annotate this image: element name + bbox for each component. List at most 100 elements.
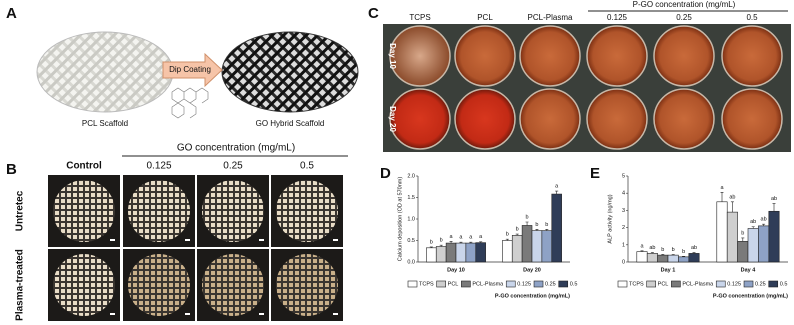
- significance-letter: ab: [729, 194, 735, 200]
- significance-letter: b: [741, 230, 744, 236]
- y-tick-label: 1.5: [407, 195, 415, 201]
- well-photo: [519, 25, 581, 87]
- x-tick-label: Day 10: [447, 267, 465, 273]
- column-label: 0.125: [607, 13, 628, 22]
- significance-letter: b: [661, 247, 664, 253]
- error-bar: [741, 237, 745, 242]
- scaffold-photo: [128, 180, 190, 242]
- well-photo: [519, 88, 581, 150]
- well-photo: [586, 25, 648, 87]
- error-bar: [449, 241, 453, 244]
- y-tick-label: 5: [622, 173, 625, 179]
- significance-letter: b: [526, 214, 529, 220]
- well-photo: [721, 88, 783, 150]
- significance-letter: b: [535, 222, 538, 228]
- legend-label: TCPS: [629, 281, 644, 287]
- column-label: 0.5: [300, 161, 314, 172]
- panel-label: C: [368, 5, 379, 22]
- error-bar: [525, 221, 529, 226]
- column-label: 0.25: [223, 161, 243, 172]
- go-scaffold-image: [221, 31, 359, 113]
- bar: [475, 242, 486, 263]
- scale-bar: [333, 239, 338, 241]
- bar: [465, 242, 477, 263]
- bar: [551, 193, 562, 263]
- row-label: Day 10: [388, 43, 397, 69]
- significance-letter: a: [450, 234, 454, 240]
- error-bar: [720, 192, 724, 202]
- scale-bar: [185, 313, 190, 315]
- error-bar: [730, 201, 734, 213]
- bar: [716, 201, 728, 263]
- scaffold-photo: [128, 254, 190, 316]
- caption: GO Hybrid Scaffold: [256, 119, 325, 128]
- significance-letter: a: [459, 235, 463, 241]
- bar: [531, 230, 543, 263]
- bar: [646, 253, 658, 263]
- significance-letter: b: [545, 222, 548, 228]
- significance-letter: a: [555, 184, 559, 190]
- legend-swatch: [671, 280, 681, 288]
- scale-bar: [259, 313, 264, 315]
- y-tick-label: 2: [622, 225, 625, 231]
- legend-label: 0.25: [755, 281, 766, 287]
- significance-letter: b: [506, 232, 509, 238]
- error-bar: [469, 241, 473, 244]
- bar: [541, 230, 553, 263]
- well-photo: [586, 88, 648, 150]
- significance-letter: b: [682, 249, 685, 255]
- well-photo: [653, 88, 715, 150]
- significance-letter: b: [516, 227, 519, 233]
- bar: [737, 241, 749, 263]
- significance-letter: b: [672, 247, 675, 253]
- bar: [688, 253, 700, 263]
- error-bar: [762, 223, 766, 226]
- well-photo: [454, 88, 516, 150]
- well-photo: [389, 88, 451, 150]
- scaffold-photo: [202, 180, 264, 242]
- scale-bar: [110, 239, 115, 241]
- y-axis-label: Calcium deposition (OD at 570nm): [397, 177, 403, 262]
- column-label: PCL-Plasma: [528, 13, 573, 22]
- significance-letter: a: [479, 234, 483, 240]
- legend-label: 0.25: [545, 281, 556, 287]
- error-bar: [751, 226, 755, 229]
- scale-bar: [185, 239, 190, 241]
- y-tick-label: 2.0: [407, 173, 415, 179]
- legend-swatch: [743, 280, 754, 288]
- pcl-scaffold-image: [36, 31, 174, 113]
- error-bar: [555, 190, 559, 195]
- y-tick-label: 1: [622, 242, 625, 248]
- significance-letter: ab: [649, 245, 655, 251]
- bar: [521, 225, 533, 263]
- scaffold-photo: [276, 254, 338, 316]
- error-bar: [439, 244, 443, 247]
- caption: PCL Scaffold: [82, 119, 128, 128]
- y-axis-label: ALP activity (ng/mg): [607, 194, 613, 243]
- column-label: 0.125: [146, 161, 171, 172]
- well-photo: [721, 25, 783, 87]
- column-label: Control: [66, 161, 102, 172]
- error-bar: [515, 233, 519, 236]
- panel-label: E: [590, 165, 600, 182]
- bar: [502, 240, 513, 263]
- row-label: Day 20: [388, 106, 397, 132]
- well-photo: [653, 25, 715, 87]
- legend-swatch: [715, 280, 726, 288]
- column-label: TCPS: [409, 13, 430, 22]
- legend-title: P-GO concentration (mg/mL): [713, 293, 788, 299]
- scale-bar: [259, 239, 264, 241]
- legend-label: PCL-Plasma: [682, 281, 714, 287]
- error-bar: [459, 241, 463, 244]
- error-bar: [429, 246, 433, 248]
- error-bar: [650, 252, 654, 254]
- row-label: Untretec: [15, 190, 26, 231]
- legend-label: 0.5: [780, 281, 788, 287]
- error-bar: [682, 256, 686, 257]
- bar: [636, 251, 648, 263]
- scaffold-photo: [202, 254, 264, 316]
- column-label: 0.5: [746, 13, 758, 22]
- significance-letter: ab: [761, 217, 767, 223]
- bar: [768, 210, 780, 263]
